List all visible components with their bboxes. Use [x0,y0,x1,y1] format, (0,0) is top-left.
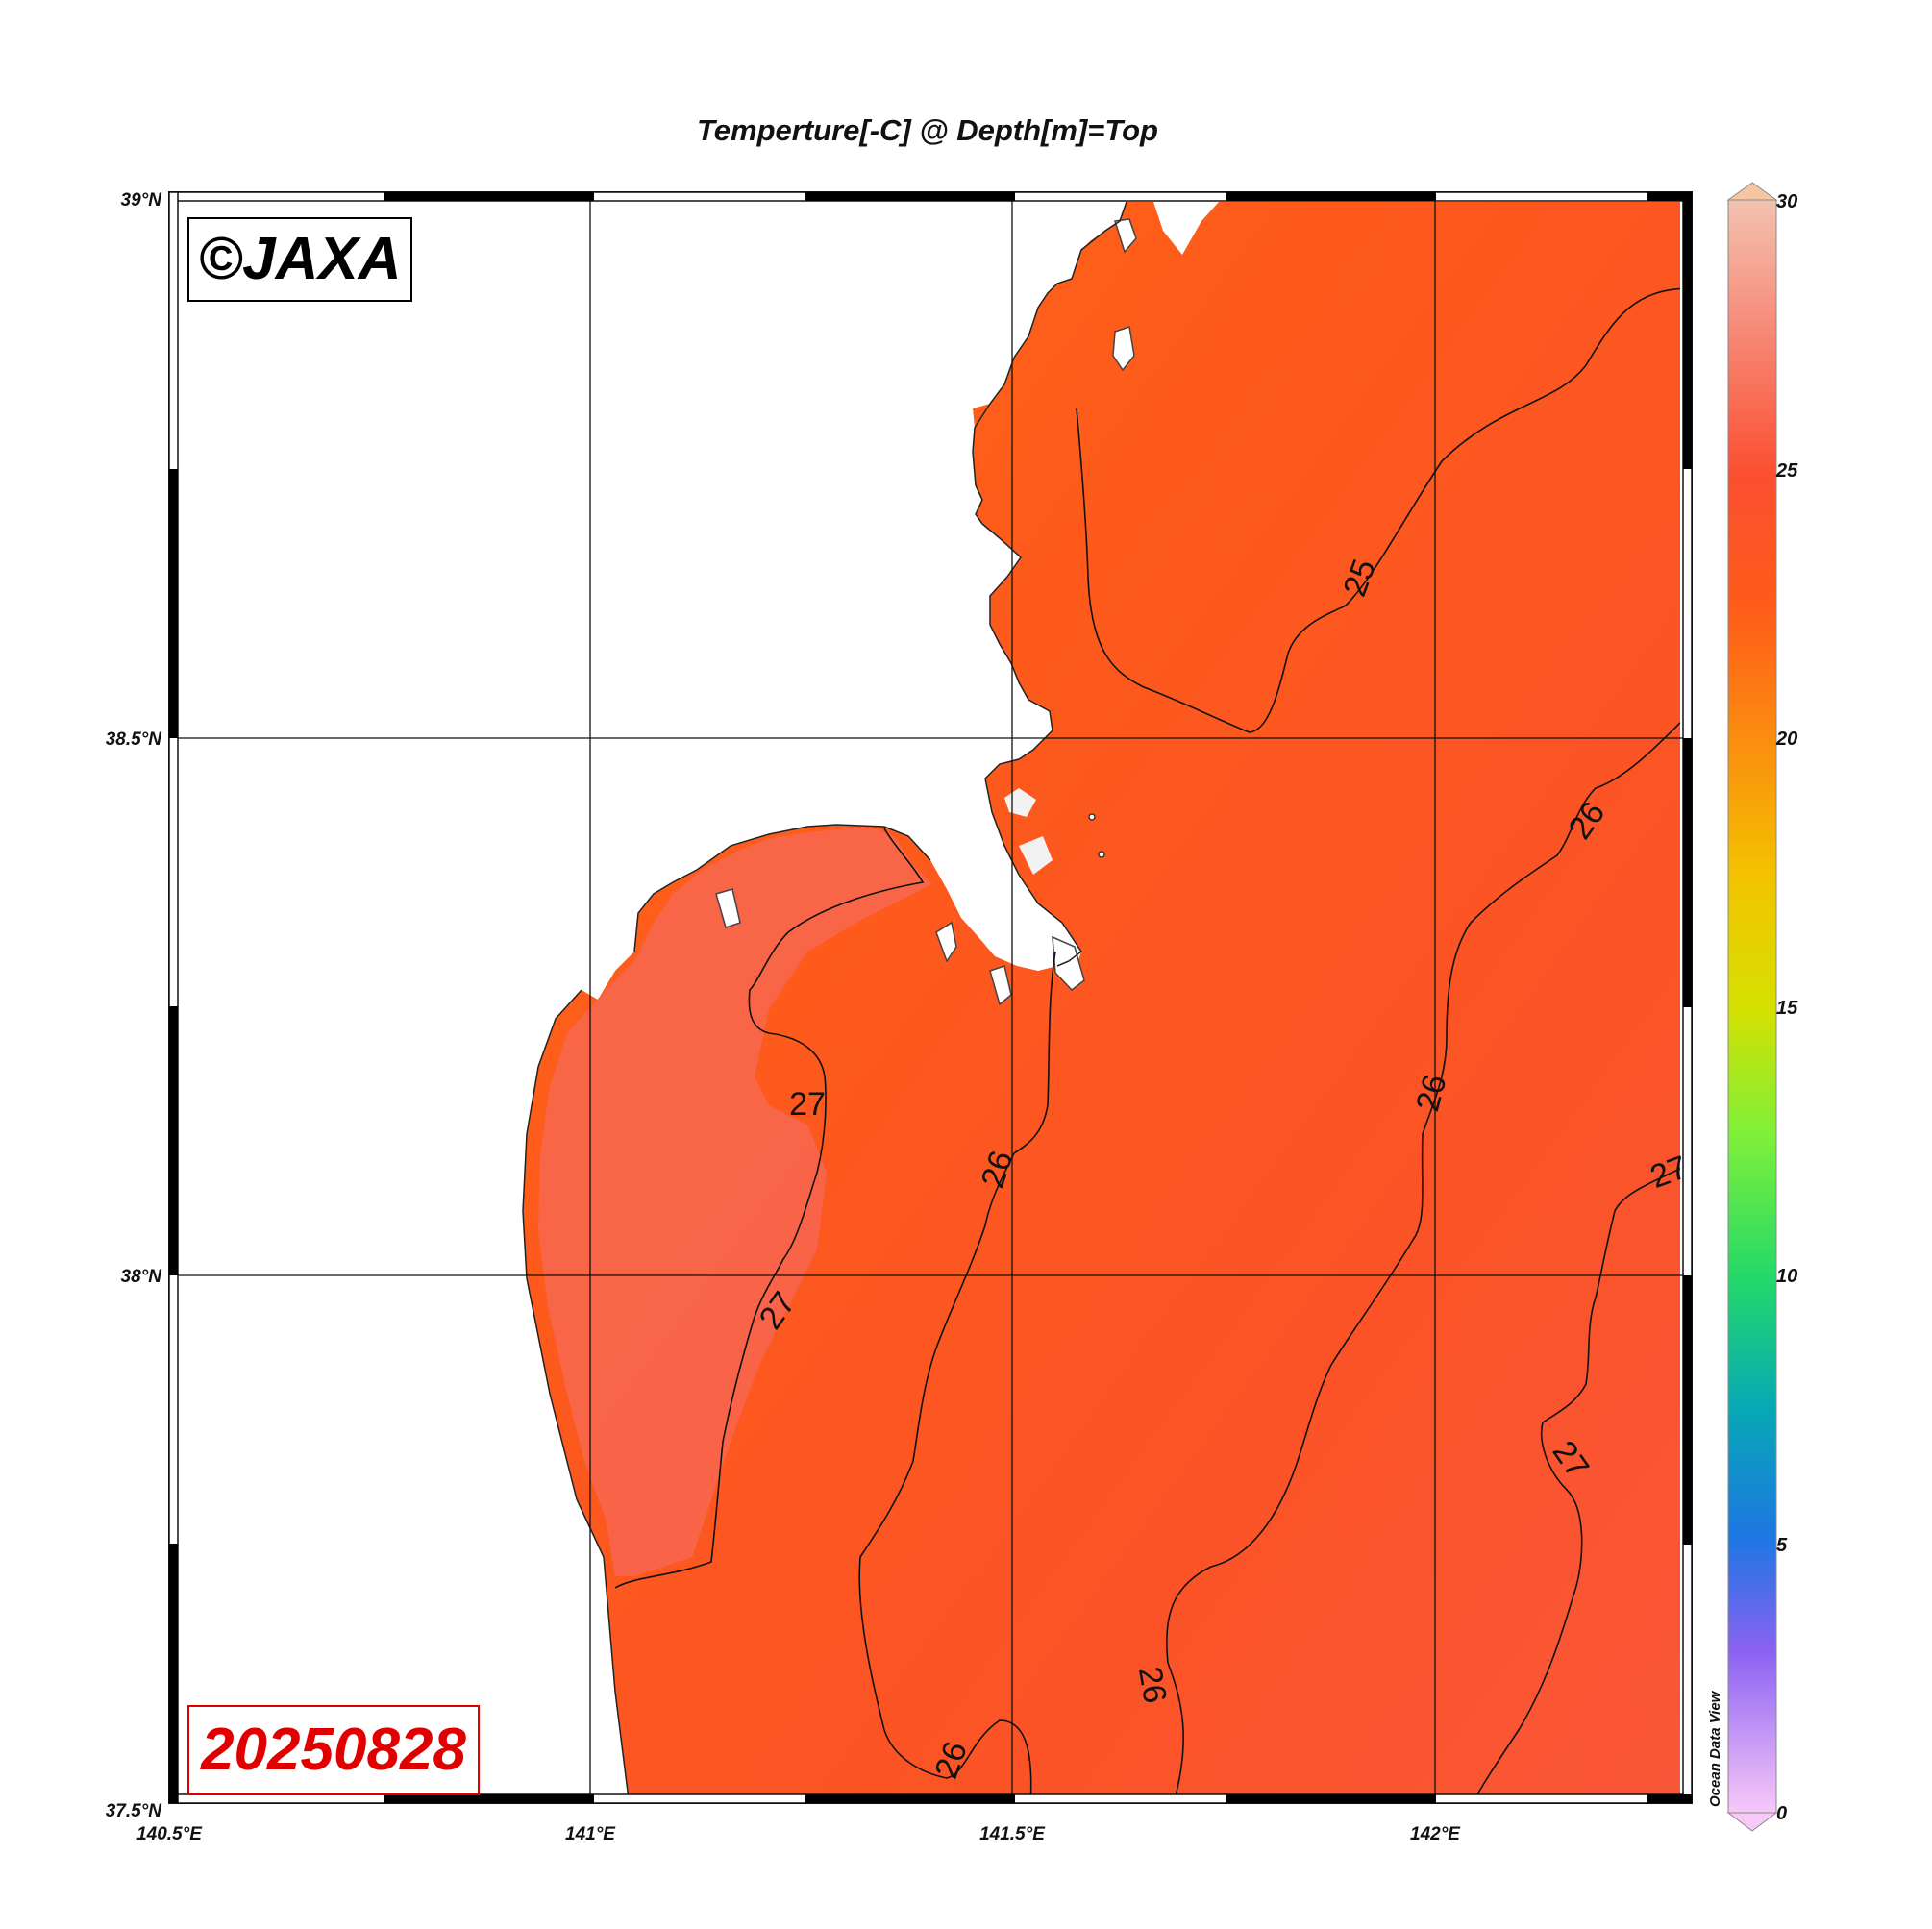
x-tick-label: 141°E [565,1824,616,1844]
x-tick-label: 140.5°E [136,1824,203,1844]
colorbar-ticks: 30 25 20 15 10 5 0 [1775,191,1798,1824]
contour-label: 27 [789,1086,826,1123]
colorbar-tick-label: 10 [1776,1266,1797,1287]
colorbar-tick-label: 20 [1775,729,1797,750]
ocean-data-view-credit: Ocean Data View [1707,1691,1723,1807]
y-tick-label: 38.5°N [106,730,163,750]
colorbar [1726,182,1778,1832]
jaxa-watermark: ©JAXA [187,217,412,302]
x-tick-label: 142°E [1410,1824,1461,1844]
x-axis-labels: 140.5°E 141°E 141.5°E 142°E [136,1824,1461,1844]
map-frame [168,191,1693,1804]
y-tick-label: 37.5°N [106,1801,163,1821]
y-tick-label: 39°N [121,190,163,210]
warm-coastal-water [538,827,932,1576]
map-title: Temperture[-C] @ Depth[m]=Top [696,113,1158,147]
isotherm-lines [614,287,1680,1803]
colorbar-tick-label: 25 [1775,460,1798,482]
contour-label: 26 [1131,1664,1174,1706]
graticule [169,192,1692,1803]
colorbar-tick-label: 30 [1776,191,1797,212]
x-tick-label: 141.5°E [979,1824,1046,1844]
y-axis-labels: 39°N 38.5°N 38°N 37.5°N [106,190,163,1821]
colorbar-tick-label: 5 [1776,1535,1788,1556]
sea-surface [523,202,1680,1803]
colorbar-tick-label: 0 [1776,1803,1787,1824]
date-label: 20250828 [187,1705,480,1795]
y-tick-label: 38°N [121,1267,163,1287]
colorbar-tick-label: 15 [1776,998,1798,1019]
